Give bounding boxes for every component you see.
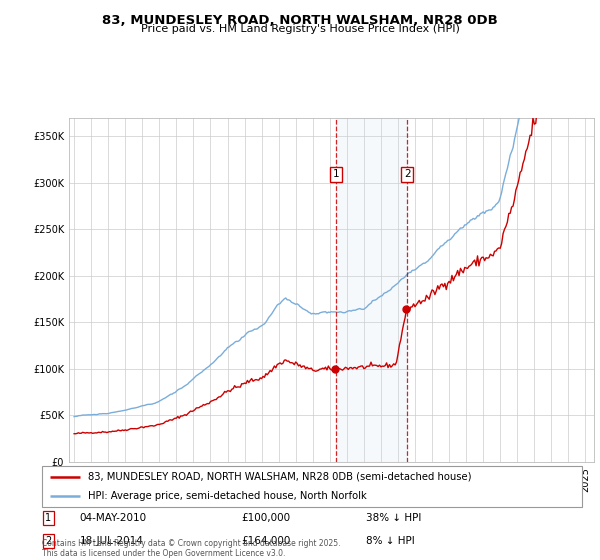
FancyBboxPatch shape <box>42 466 582 507</box>
Text: 2: 2 <box>404 170 410 179</box>
Text: HPI: Average price, semi-detached house, North Norfolk: HPI: Average price, semi-detached house,… <box>88 491 367 501</box>
Text: 83, MUNDESLEY ROAD, NORTH WALSHAM, NR28 0DB: 83, MUNDESLEY ROAD, NORTH WALSHAM, NR28 … <box>102 14 498 27</box>
Text: 38% ↓ HPI: 38% ↓ HPI <box>366 513 421 523</box>
Text: 1: 1 <box>333 170 340 179</box>
Text: £164,000: £164,000 <box>242 536 291 546</box>
Text: 2: 2 <box>46 536 52 546</box>
Text: £100,000: £100,000 <box>242 513 291 523</box>
Text: 83, MUNDESLEY ROAD, NORTH WALSHAM, NR28 0DB (semi-detached house): 83, MUNDESLEY ROAD, NORTH WALSHAM, NR28 … <box>88 472 472 482</box>
Bar <box>336 118 407 462</box>
Text: 8% ↓ HPI: 8% ↓ HPI <box>366 536 415 546</box>
Text: Contains HM Land Registry data © Crown copyright and database right 2025.
This d: Contains HM Land Registry data © Crown c… <box>42 539 341 558</box>
Text: Price paid vs. HM Land Registry's House Price Index (HPI): Price paid vs. HM Land Registry's House … <box>140 24 460 34</box>
Text: 18-JUL-2014: 18-JUL-2014 <box>80 536 143 546</box>
Text: 1: 1 <box>46 513 52 523</box>
Text: 04-MAY-2010: 04-MAY-2010 <box>80 513 147 523</box>
